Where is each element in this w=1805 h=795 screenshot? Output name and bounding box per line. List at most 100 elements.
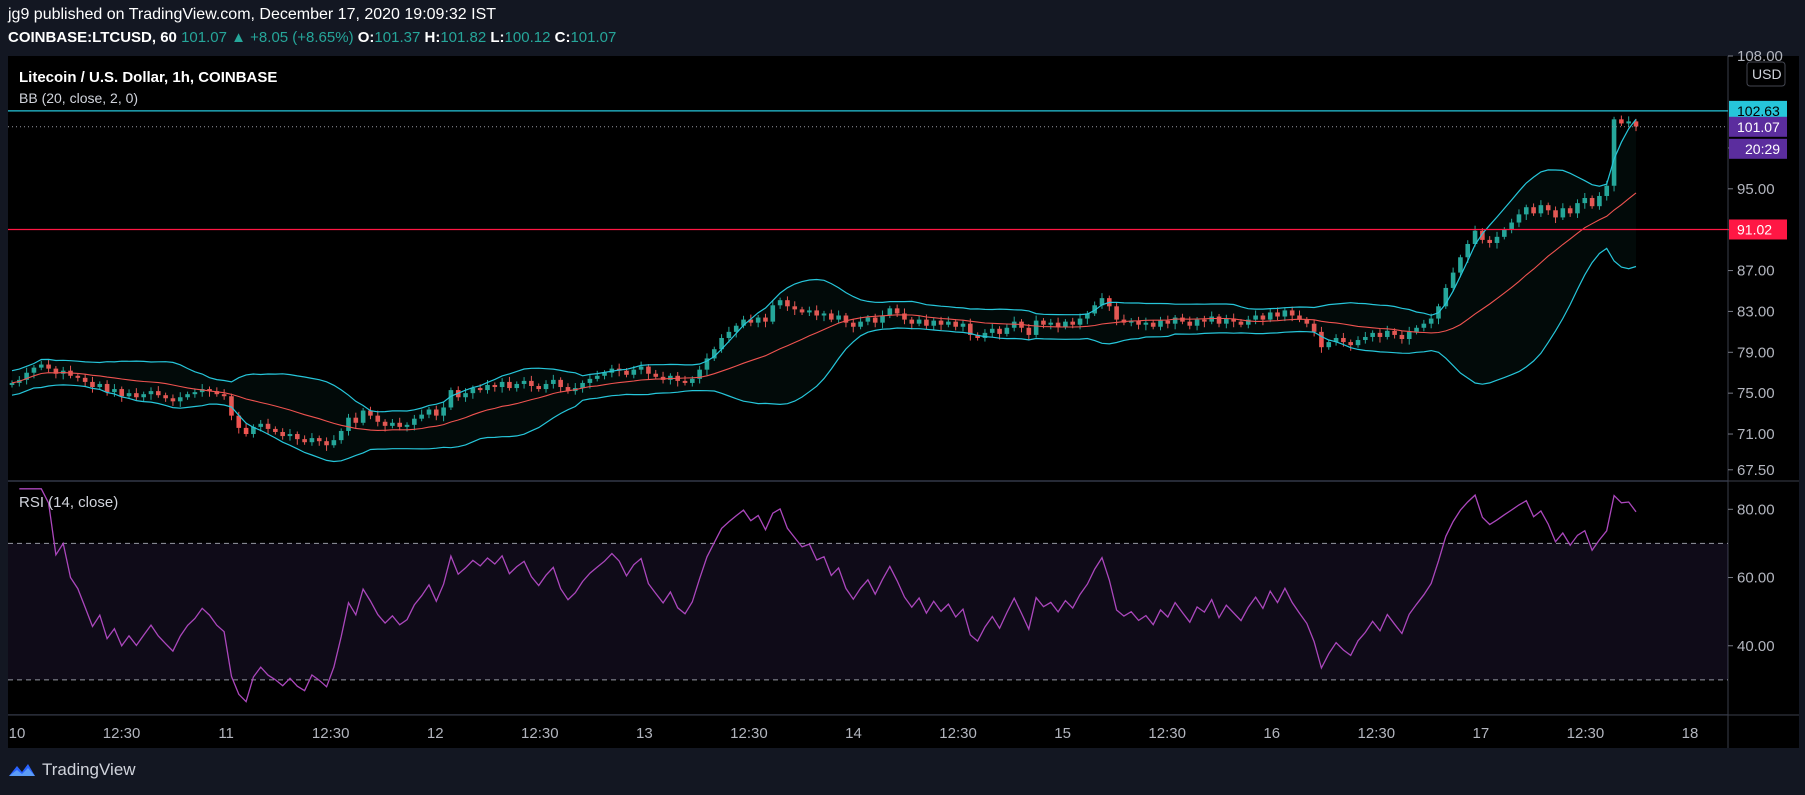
candle-body (280, 431, 285, 437)
open-label: O: (357, 29, 375, 46)
candle-body (1165, 320, 1171, 324)
candle-body (1509, 222, 1514, 230)
candle-body (1414, 327, 1419, 332)
candle-body (719, 337, 724, 350)
candle-body (1370, 332, 1375, 337)
candle-body (1421, 323, 1427, 328)
candle-body (1114, 306, 1119, 320)
candle-body (711, 349, 717, 359)
candle-body (463, 393, 468, 398)
candle-body (829, 313, 834, 320)
candle-body (865, 317, 871, 322)
price-tick-label: 79.00 (1737, 344, 1775, 361)
candle-body (236, 415, 242, 428)
candle-body (170, 398, 176, 402)
candle-body (1216, 316, 1222, 324)
time-tick-label: 12:30 (1358, 725, 1396, 742)
candle-body (1004, 327, 1010, 334)
candle-body (1480, 230, 1485, 240)
candle-body (1597, 195, 1602, 207)
candle-body (448, 390, 454, 408)
time-tick-label: 18 (1682, 725, 1699, 742)
candle-body (1238, 321, 1244, 325)
candle-body (419, 414, 424, 419)
price-axis (1728, 56, 1799, 748)
candle-body (177, 397, 183, 402)
candle-body (1589, 198, 1595, 207)
candle-body (338, 430, 344, 441)
time-tick-label: 14 (845, 725, 862, 742)
candle-body (1128, 320, 1134, 323)
candle-body (916, 319, 922, 324)
candle-body (1487, 239, 1492, 243)
candle-body (492, 384, 498, 388)
candle-body (989, 328, 995, 333)
open-value: 101.37 (374, 29, 421, 46)
time-tick-label: 17 (1473, 725, 1490, 742)
bb-basis (11, 192, 1637, 431)
candle-body (1304, 319, 1310, 324)
candle-body (433, 409, 439, 416)
candle-body (1150, 322, 1156, 327)
time-axis (8, 715, 1728, 748)
rsi-pane-title: RSI (14, close) (19, 494, 118, 511)
candle-body (946, 321, 951, 325)
candle-body (1531, 207, 1536, 214)
close-label: C: (554, 29, 571, 46)
candle-body (682, 380, 688, 383)
candle-body (1443, 287, 1449, 307)
price-label-box (1729, 100, 1787, 121)
candle-body (97, 383, 103, 388)
candle-body (470, 388, 476, 394)
price-change: +8.05 (+8.65%) (250, 29, 354, 46)
candle-body (529, 380, 534, 387)
candle-body (792, 306, 798, 310)
candle-body (294, 434, 300, 440)
candle-body (836, 315, 841, 320)
candle-body (1494, 236, 1500, 243)
candle-body (1545, 205, 1551, 211)
candle-body (141, 394, 146, 398)
candle-body (1077, 318, 1083, 325)
candle-body (1275, 312, 1280, 317)
high-value: 101.82 (440, 29, 487, 46)
candle-body (1099, 298, 1105, 306)
candle-body (777, 300, 783, 306)
bb-fill (12, 119, 1636, 462)
candle-body (902, 313, 907, 320)
time-tick-label: 13 (636, 725, 653, 742)
candle-body (1538, 205, 1544, 214)
time-tick-label: 11 (218, 725, 234, 742)
candle-body (982, 332, 988, 338)
candle-body (397, 422, 403, 427)
price-label-box (1729, 219, 1787, 240)
candle-body (112, 389, 117, 393)
candle-body (660, 376, 666, 380)
candle-body (1158, 320, 1163, 327)
candle-body (924, 319, 929, 326)
candle-body (499, 381, 505, 388)
candle-body (287, 434, 293, 437)
candle-body (821, 313, 827, 316)
price-tick-label: 87.00 (1737, 263, 1775, 280)
candle-body (638, 366, 644, 370)
candle-body (1319, 331, 1324, 348)
candle-body (243, 427, 249, 435)
footer-brand: TradingView (42, 760, 136, 779)
change-arrow-icon: ▲ (231, 29, 246, 46)
candle-body (82, 377, 88, 382)
candle-body (521, 380, 527, 384)
candle-body (953, 321, 958, 327)
candle-body (880, 315, 885, 323)
candle-body (733, 325, 739, 332)
time-tick-label: 16 (1263, 725, 1280, 742)
candle-body (1458, 257, 1463, 273)
candle-body (814, 310, 819, 316)
price-pane-title: Litecoin / U.S. Dollar, 1h, COINBASE (19, 69, 277, 86)
price-tick-label: 95.00 (1737, 181, 1775, 198)
candle-body (1311, 323, 1317, 332)
candle-body (346, 417, 351, 431)
candle-body (185, 394, 190, 398)
symbol-label[interactable]: COINBASE:LTCUSD, 60 (8, 29, 177, 46)
